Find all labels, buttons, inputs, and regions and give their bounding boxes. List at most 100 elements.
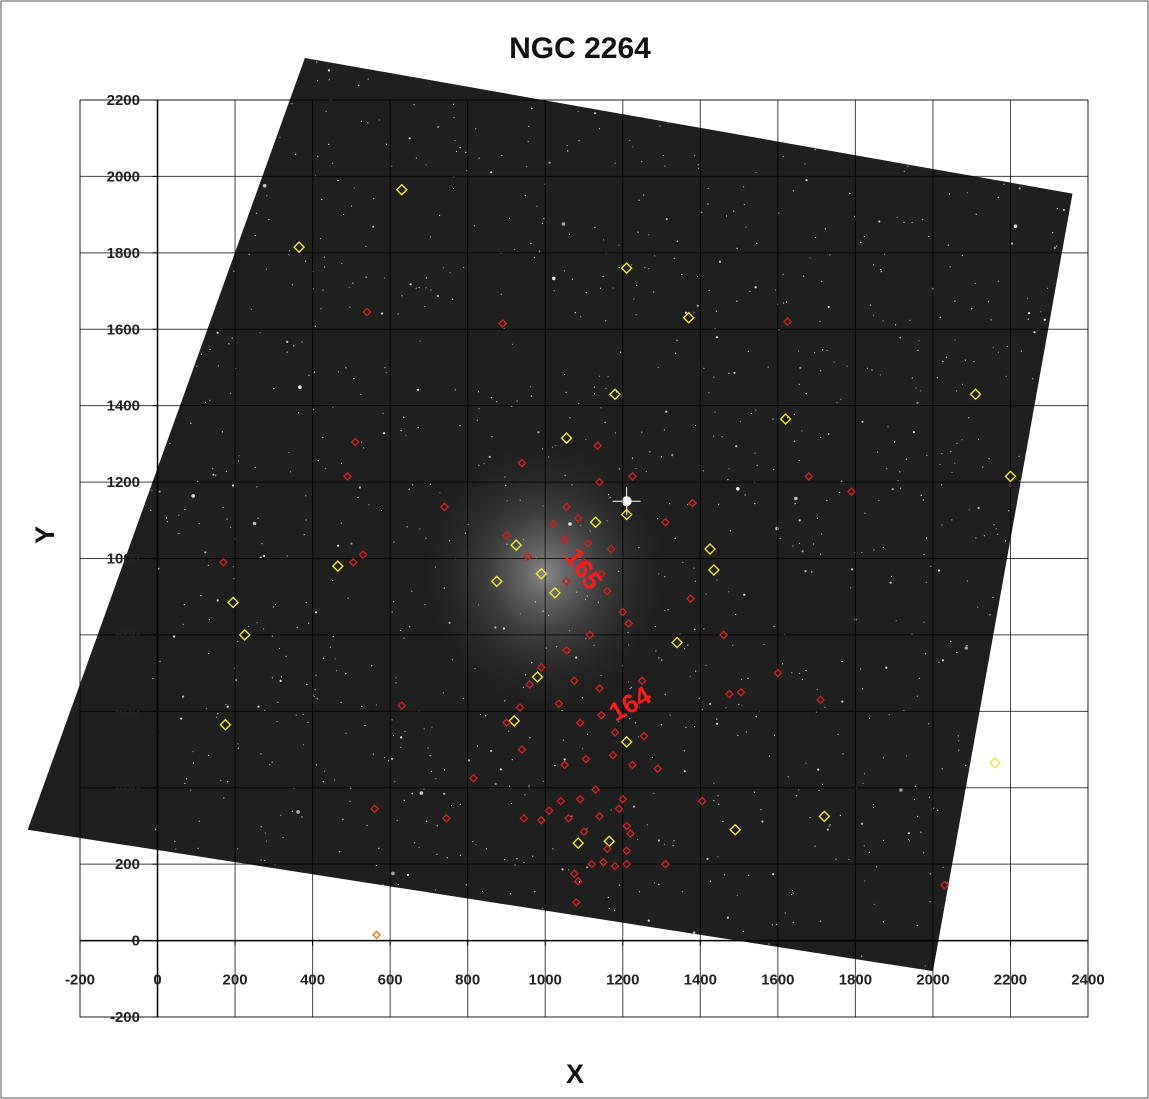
star (291, 284, 293, 286)
star (715, 722, 719, 725)
star (771, 924, 774, 926)
data-point (517, 745, 527, 755)
star (733, 371, 736, 374)
star (607, 896, 609, 898)
star (424, 305, 426, 308)
data-point (370, 804, 380, 814)
star (585, 438, 587, 441)
data-point (583, 538, 593, 548)
star (182, 623, 184, 626)
star (307, 721, 309, 723)
star (393, 541, 395, 543)
star (406, 873, 409, 877)
star (165, 517, 168, 519)
data-point (218, 557, 228, 567)
star (784, 912, 786, 914)
star (633, 298, 635, 300)
star (732, 644, 734, 646)
star (363, 447, 365, 449)
star (997, 533, 999, 535)
star (350, 205, 353, 207)
star (529, 386, 532, 388)
star (627, 681, 630, 683)
star (718, 503, 720, 505)
star (315, 674, 317, 676)
star (804, 570, 807, 573)
star (340, 701, 342, 704)
star (353, 378, 355, 380)
star (265, 268, 267, 270)
data-point (847, 487, 856, 497)
star (500, 293, 502, 295)
star (916, 924, 918, 927)
star (837, 733, 839, 735)
star (339, 851, 341, 853)
star (683, 770, 686, 773)
star (745, 731, 747, 733)
star (443, 769, 446, 771)
star (345, 673, 347, 675)
data-point (969, 388, 982, 401)
star (609, 496, 611, 499)
star (977, 506, 980, 510)
star (1004, 540, 1007, 542)
star (890, 575, 893, 577)
star (1055, 245, 1058, 247)
star (331, 162, 334, 164)
star (975, 537, 977, 539)
star (1006, 345, 1008, 347)
y-tick-label: 1600 (107, 321, 140, 338)
star (805, 179, 808, 182)
star (654, 882, 656, 884)
star (968, 509, 970, 511)
star (406, 526, 408, 528)
star (814, 149, 816, 151)
star (257, 517, 259, 519)
star (378, 847, 380, 849)
star (375, 704, 377, 706)
star (508, 217, 511, 219)
star (750, 412, 753, 415)
star (451, 659, 453, 661)
star (462, 697, 464, 699)
star (542, 505, 544, 507)
star (542, 448, 544, 450)
star (608, 494, 610, 496)
star (298, 385, 302, 389)
star (561, 868, 564, 871)
star (511, 759, 513, 761)
star (506, 543, 508, 545)
data-point (620, 735, 633, 748)
star (785, 301, 788, 303)
star (846, 365, 848, 367)
star (889, 581, 892, 584)
star (212, 473, 215, 476)
star (705, 664, 707, 667)
star (1019, 480, 1021, 482)
star (459, 147, 461, 149)
star (225, 704, 227, 706)
star (429, 755, 431, 757)
data-point (707, 563, 720, 576)
star (365, 245, 367, 247)
data-point (682, 311, 695, 324)
star (584, 599, 587, 601)
star (638, 199, 640, 201)
data-point (639, 731, 649, 741)
star (805, 762, 807, 764)
star (400, 736, 403, 739)
y-tick-label: 600 (115, 703, 140, 720)
star (610, 809, 612, 811)
star (383, 432, 386, 435)
star (475, 128, 477, 130)
y-tick-label: 200 (115, 856, 140, 873)
star (323, 266, 326, 268)
data-point (331, 560, 344, 573)
star (982, 466, 984, 468)
star (1043, 318, 1046, 321)
y-tick-label: 1000 (107, 551, 140, 568)
star (264, 859, 266, 861)
star (478, 408, 480, 410)
star (694, 726, 696, 728)
star (298, 412, 300, 414)
